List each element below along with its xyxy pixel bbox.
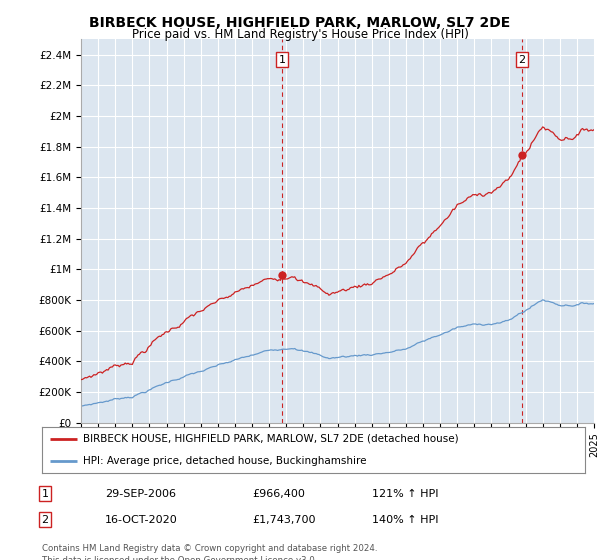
Text: BIRBECK HOUSE, HIGHFIELD PARK, MARLOW, SL7 2DE (detached house): BIRBECK HOUSE, HIGHFIELD PARK, MARLOW, S… <box>83 434 458 444</box>
Text: 140% ↑ HPI: 140% ↑ HPI <box>372 515 439 525</box>
Text: 1: 1 <box>41 489 49 499</box>
Text: BIRBECK HOUSE, HIGHFIELD PARK, MARLOW, SL7 2DE: BIRBECK HOUSE, HIGHFIELD PARK, MARLOW, S… <box>89 16 511 30</box>
Text: Price paid vs. HM Land Registry's House Price Index (HPI): Price paid vs. HM Land Registry's House … <box>131 28 469 41</box>
Text: HPI: Average price, detached house, Buckinghamshire: HPI: Average price, detached house, Buck… <box>83 456 366 466</box>
Text: 1: 1 <box>278 54 286 64</box>
Text: £1,743,700: £1,743,700 <box>252 515 316 525</box>
Text: 2: 2 <box>41 515 49 525</box>
Text: £966,400: £966,400 <box>252 489 305 499</box>
Text: 16-OCT-2020: 16-OCT-2020 <box>105 515 178 525</box>
Text: 29-SEP-2006: 29-SEP-2006 <box>105 489 176 499</box>
Text: 121% ↑ HPI: 121% ↑ HPI <box>372 489 439 499</box>
Text: Contains HM Land Registry data © Crown copyright and database right 2024.
This d: Contains HM Land Registry data © Crown c… <box>42 544 377 560</box>
Text: 2: 2 <box>518 54 526 64</box>
